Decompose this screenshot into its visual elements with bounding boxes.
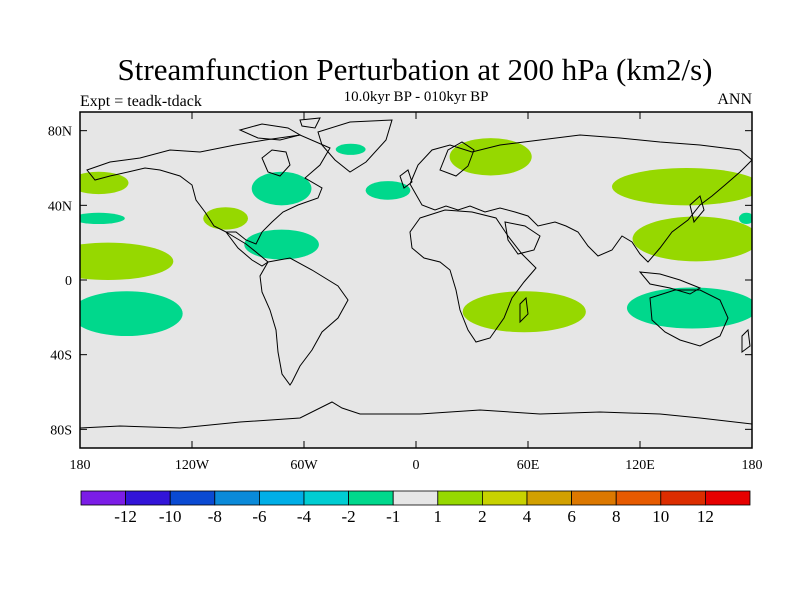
colorbar-label: -12: [114, 507, 137, 526]
colorbar-box: [571, 490, 617, 506]
coast-eurasia: [409, 134, 752, 263]
colorbar-box: [125, 490, 171, 506]
coast-arctic-islands: [238, 117, 321, 141]
colorbar-label: -2: [342, 507, 356, 526]
anomaly-region: [632, 216, 752, 262]
colorbar-box: [705, 490, 751, 506]
colorbar-box: [481, 490, 528, 506]
x-tick-label: 180: [742, 458, 763, 473]
coastlines: [80, 117, 752, 429]
colorbar-box: [80, 490, 126, 506]
anomaly-region: [80, 212, 125, 224]
y-tick-label: 40N: [48, 199, 72, 214]
anomaly-region: [626, 287, 752, 329]
coast-scandinavia: [439, 141, 475, 177]
colorbar-label: -1: [386, 507, 400, 526]
x-tick-label: 0: [413, 458, 420, 473]
colorbar-label: -6: [252, 507, 266, 526]
colorbar-label: 4: [523, 507, 532, 526]
colorbar-label: -8: [208, 507, 222, 526]
anomaly-region: [251, 171, 312, 206]
plot-title: Streamfunction Perturbation at 200 hPa (…: [117, 52, 713, 87]
y-tick-label: 40S: [50, 349, 72, 364]
colorbar-label: 10: [652, 507, 669, 526]
anomaly-region: [80, 291, 183, 336]
coast-british-isles: [399, 169, 413, 189]
coast-japan: [689, 195, 705, 224]
anomaly-region: [365, 181, 411, 200]
coast-australia: [649, 289, 729, 347]
coast-north-america: [86, 134, 331, 245]
x-tick-label: 120E: [625, 458, 655, 473]
x-axis: 180 120W 60W 0 60E 120E 180: [70, 112, 763, 473]
plot-subtitle: 10.0kyr BP - 010kyr BP: [343, 89, 489, 105]
colorbar-label: 1: [434, 507, 443, 526]
y-tick-label: 0: [65, 274, 72, 289]
colorbar-label: -10: [159, 507, 182, 526]
colorbar-label: 6: [567, 507, 576, 526]
coast-south-america: [259, 257, 349, 386]
colorbar-label: 2: [478, 507, 487, 526]
coast-arabia: [504, 221, 541, 255]
colorbar-box: [258, 490, 305, 506]
coast-new-zealand: [741, 328, 751, 353]
colorbar-label: -4: [297, 507, 312, 526]
anomaly-region: [80, 242, 174, 280]
x-tick-label: 60E: [517, 458, 540, 473]
anomaly-region: [203, 207, 249, 230]
x-tick-label: 120W: [175, 458, 210, 473]
colorbar-label: 8: [612, 507, 621, 526]
colorbar-box: [615, 490, 662, 506]
y-axis: 80N 40N 0 40S 80S: [48, 125, 752, 438]
anomaly-region: [449, 138, 532, 176]
colorbar: -12 -10 -8 -6 -4 -2 -1 1 2 4 6 8 10 12: [80, 490, 751, 526]
colorbar-box: [348, 490, 394, 506]
colorbar-box: [526, 490, 572, 506]
colorbar-box: [169, 490, 216, 506]
coast-greenland: [317, 119, 393, 173]
anomaly-region: [335, 143, 366, 155]
colorbar-label: 12: [697, 507, 714, 526]
x-tick-label: 180: [70, 458, 91, 473]
coast-africa: [409, 209, 537, 343]
y-tick-label: 80N: [48, 125, 72, 140]
map-background: [80, 112, 752, 448]
season-label: ANN: [717, 91, 752, 108]
colorbar-box: [437, 490, 483, 506]
coast-indonesia: [638, 271, 702, 295]
x-tick-label: 60W: [290, 458, 318, 473]
y-tick-label: 80S: [50, 423, 72, 438]
coast-madagascar: [519, 296, 529, 324]
colorbar-box: [214, 490, 260, 506]
coast-antarctica: [80, 401, 752, 429]
anomaly-region: [462, 291, 586, 333]
coast-central-america: [225, 231, 269, 267]
colorbar-box: [660, 490, 706, 506]
experiment-label: Expt = teadk-tdack: [80, 93, 202, 110]
anomaly-region: [738, 212, 752, 224]
anomaly-region: [612, 168, 752, 206]
anomaly-region: [80, 171, 129, 195]
anomaly-region: [244, 229, 319, 260]
anomaly-regions: [80, 138, 752, 336]
colorbar-box: [392, 490, 439, 506]
coast-hudson-bay: [261, 149, 291, 177]
colorbar-box: [303, 490, 349, 506]
